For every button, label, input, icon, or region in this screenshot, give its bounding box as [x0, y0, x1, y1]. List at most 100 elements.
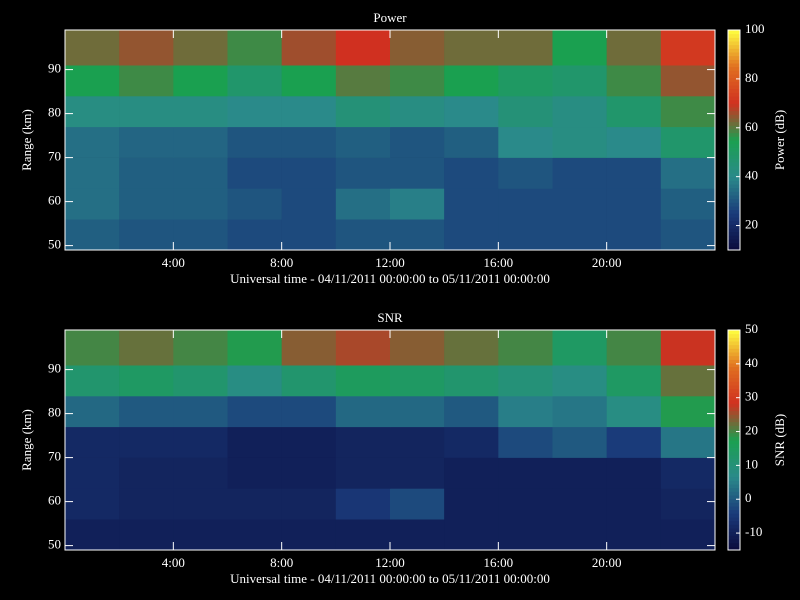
heatmap-cell [444, 488, 499, 520]
colorbar-segment [728, 370, 740, 375]
heatmap-cell [498, 96, 553, 128]
colorbar-segment [728, 235, 740, 240]
colorbar-segment [728, 432, 740, 437]
colorbar-segment [728, 151, 740, 156]
heatmap-cell [390, 330, 445, 366]
heatmap-cell [65, 188, 120, 220]
colorbar-segment [728, 44, 740, 49]
heatmap-cell [606, 488, 662, 520]
heatmap-cell [227, 219, 282, 251]
heatmap-cell [335, 396, 391, 428]
colorbar-segment [728, 436, 740, 441]
heatmap-cell [444, 30, 499, 66]
colorbar-segment [728, 348, 740, 353]
colorbar-segment [728, 535, 740, 540]
heatmap-cell [552, 488, 607, 520]
heatmap-cell [227, 365, 282, 397]
colorbar-segment [728, 147, 740, 152]
colorbar-segment [728, 136, 740, 141]
heatmap-cell [281, 96, 337, 128]
colorbar-segment [728, 473, 740, 478]
colorbar-segment [728, 520, 740, 525]
colorbar-segment [728, 476, 740, 481]
colorbar-segment [728, 70, 740, 75]
heatmap-cell [227, 188, 282, 220]
heatmap-cell [444, 426, 499, 458]
heatmap-cell [173, 157, 228, 189]
heatmap-cell [281, 65, 337, 97]
colorbar-frame [727, 329, 741, 551]
colorbar-tick-label: 100 [745, 21, 765, 36]
heatmap-cell [227, 519, 282, 551]
colorbar-tick-label: 30 [745, 389, 758, 404]
heatmap-cell [552, 65, 607, 97]
heatmap-cell [173, 426, 228, 458]
heatmap-cell [660, 96, 716, 128]
y-tick-label: 80 [48, 405, 61, 420]
colorbar-tick-label: 80 [745, 70, 758, 85]
heatmap-cell [498, 126, 553, 158]
colorbar-segment [728, 239, 740, 244]
heatmap-cell [227, 157, 282, 189]
colorbar-segment [728, 491, 740, 496]
colorbar-segment [728, 447, 740, 452]
colorbar-segment [728, 528, 740, 533]
colorbar-segment [728, 242, 740, 247]
heatmap-cell [119, 65, 174, 97]
heatmap-cell [65, 65, 120, 97]
heatmap-cell [227, 396, 282, 428]
heatmap-cell [281, 488, 337, 520]
heatmap-cell [552, 126, 607, 158]
colorbar-segment [728, 30, 740, 35]
colorbar-segment [728, 392, 740, 397]
colorbar-segment [728, 542, 740, 547]
heatmap-cell [173, 30, 228, 66]
colorbar-segment [728, 443, 740, 448]
heatmap-cell [498, 519, 553, 551]
heatmap-cell [552, 330, 607, 366]
heatmap-cell [65, 219, 120, 251]
colorbar-segment [728, 33, 740, 38]
heatmap-cell [173, 188, 228, 220]
colorbar-segment [728, 484, 740, 489]
heatmap-cell [65, 330, 120, 366]
heatmap-cell [335, 157, 391, 189]
heatmap-cell [552, 457, 607, 489]
heatmap-cell [606, 65, 662, 97]
colorbar-tick-label: 20 [745, 217, 758, 232]
heatmap-cell [660, 426, 716, 458]
colorbar-segment [728, 59, 740, 64]
heatmap-cell [660, 396, 716, 428]
heatmap-cell [335, 365, 391, 397]
chart-title: Power [373, 10, 407, 25]
heatmap-cell [281, 330, 337, 366]
heatmap-cell [335, 30, 391, 66]
colorbar-segment [728, 462, 740, 467]
colorbar-segment [728, 385, 740, 390]
heatmap-cell [65, 519, 120, 551]
heatmap-cell [390, 457, 445, 489]
heatmap-cell [498, 30, 553, 66]
heatmap-cell [281, 365, 337, 397]
chart-title: SNR [377, 310, 403, 325]
colorbar-segment [728, 231, 740, 236]
heatmap-cell [498, 457, 553, 489]
heatmap-cell [173, 330, 228, 366]
colorbar-segment [728, 206, 740, 211]
colorbar-segment [728, 352, 740, 357]
colorbar-segment [728, 92, 740, 97]
heatmap-cell [281, 188, 337, 220]
heatmap-cell [498, 488, 553, 520]
colorbar-segment [728, 341, 740, 346]
heatmap-cell [335, 330, 391, 366]
heatmap-cell [65, 96, 120, 128]
colorbar-segment [728, 217, 740, 222]
colorbar-segment [728, 425, 740, 430]
colorbar-segment [728, 213, 740, 218]
heatmap-cell [444, 188, 499, 220]
colorbar-segment [728, 63, 740, 68]
heatmap-cell [65, 426, 120, 458]
colorbar-segment [728, 513, 740, 518]
y-tick-label: 70 [48, 149, 61, 164]
heatmap-cell [606, 330, 662, 366]
